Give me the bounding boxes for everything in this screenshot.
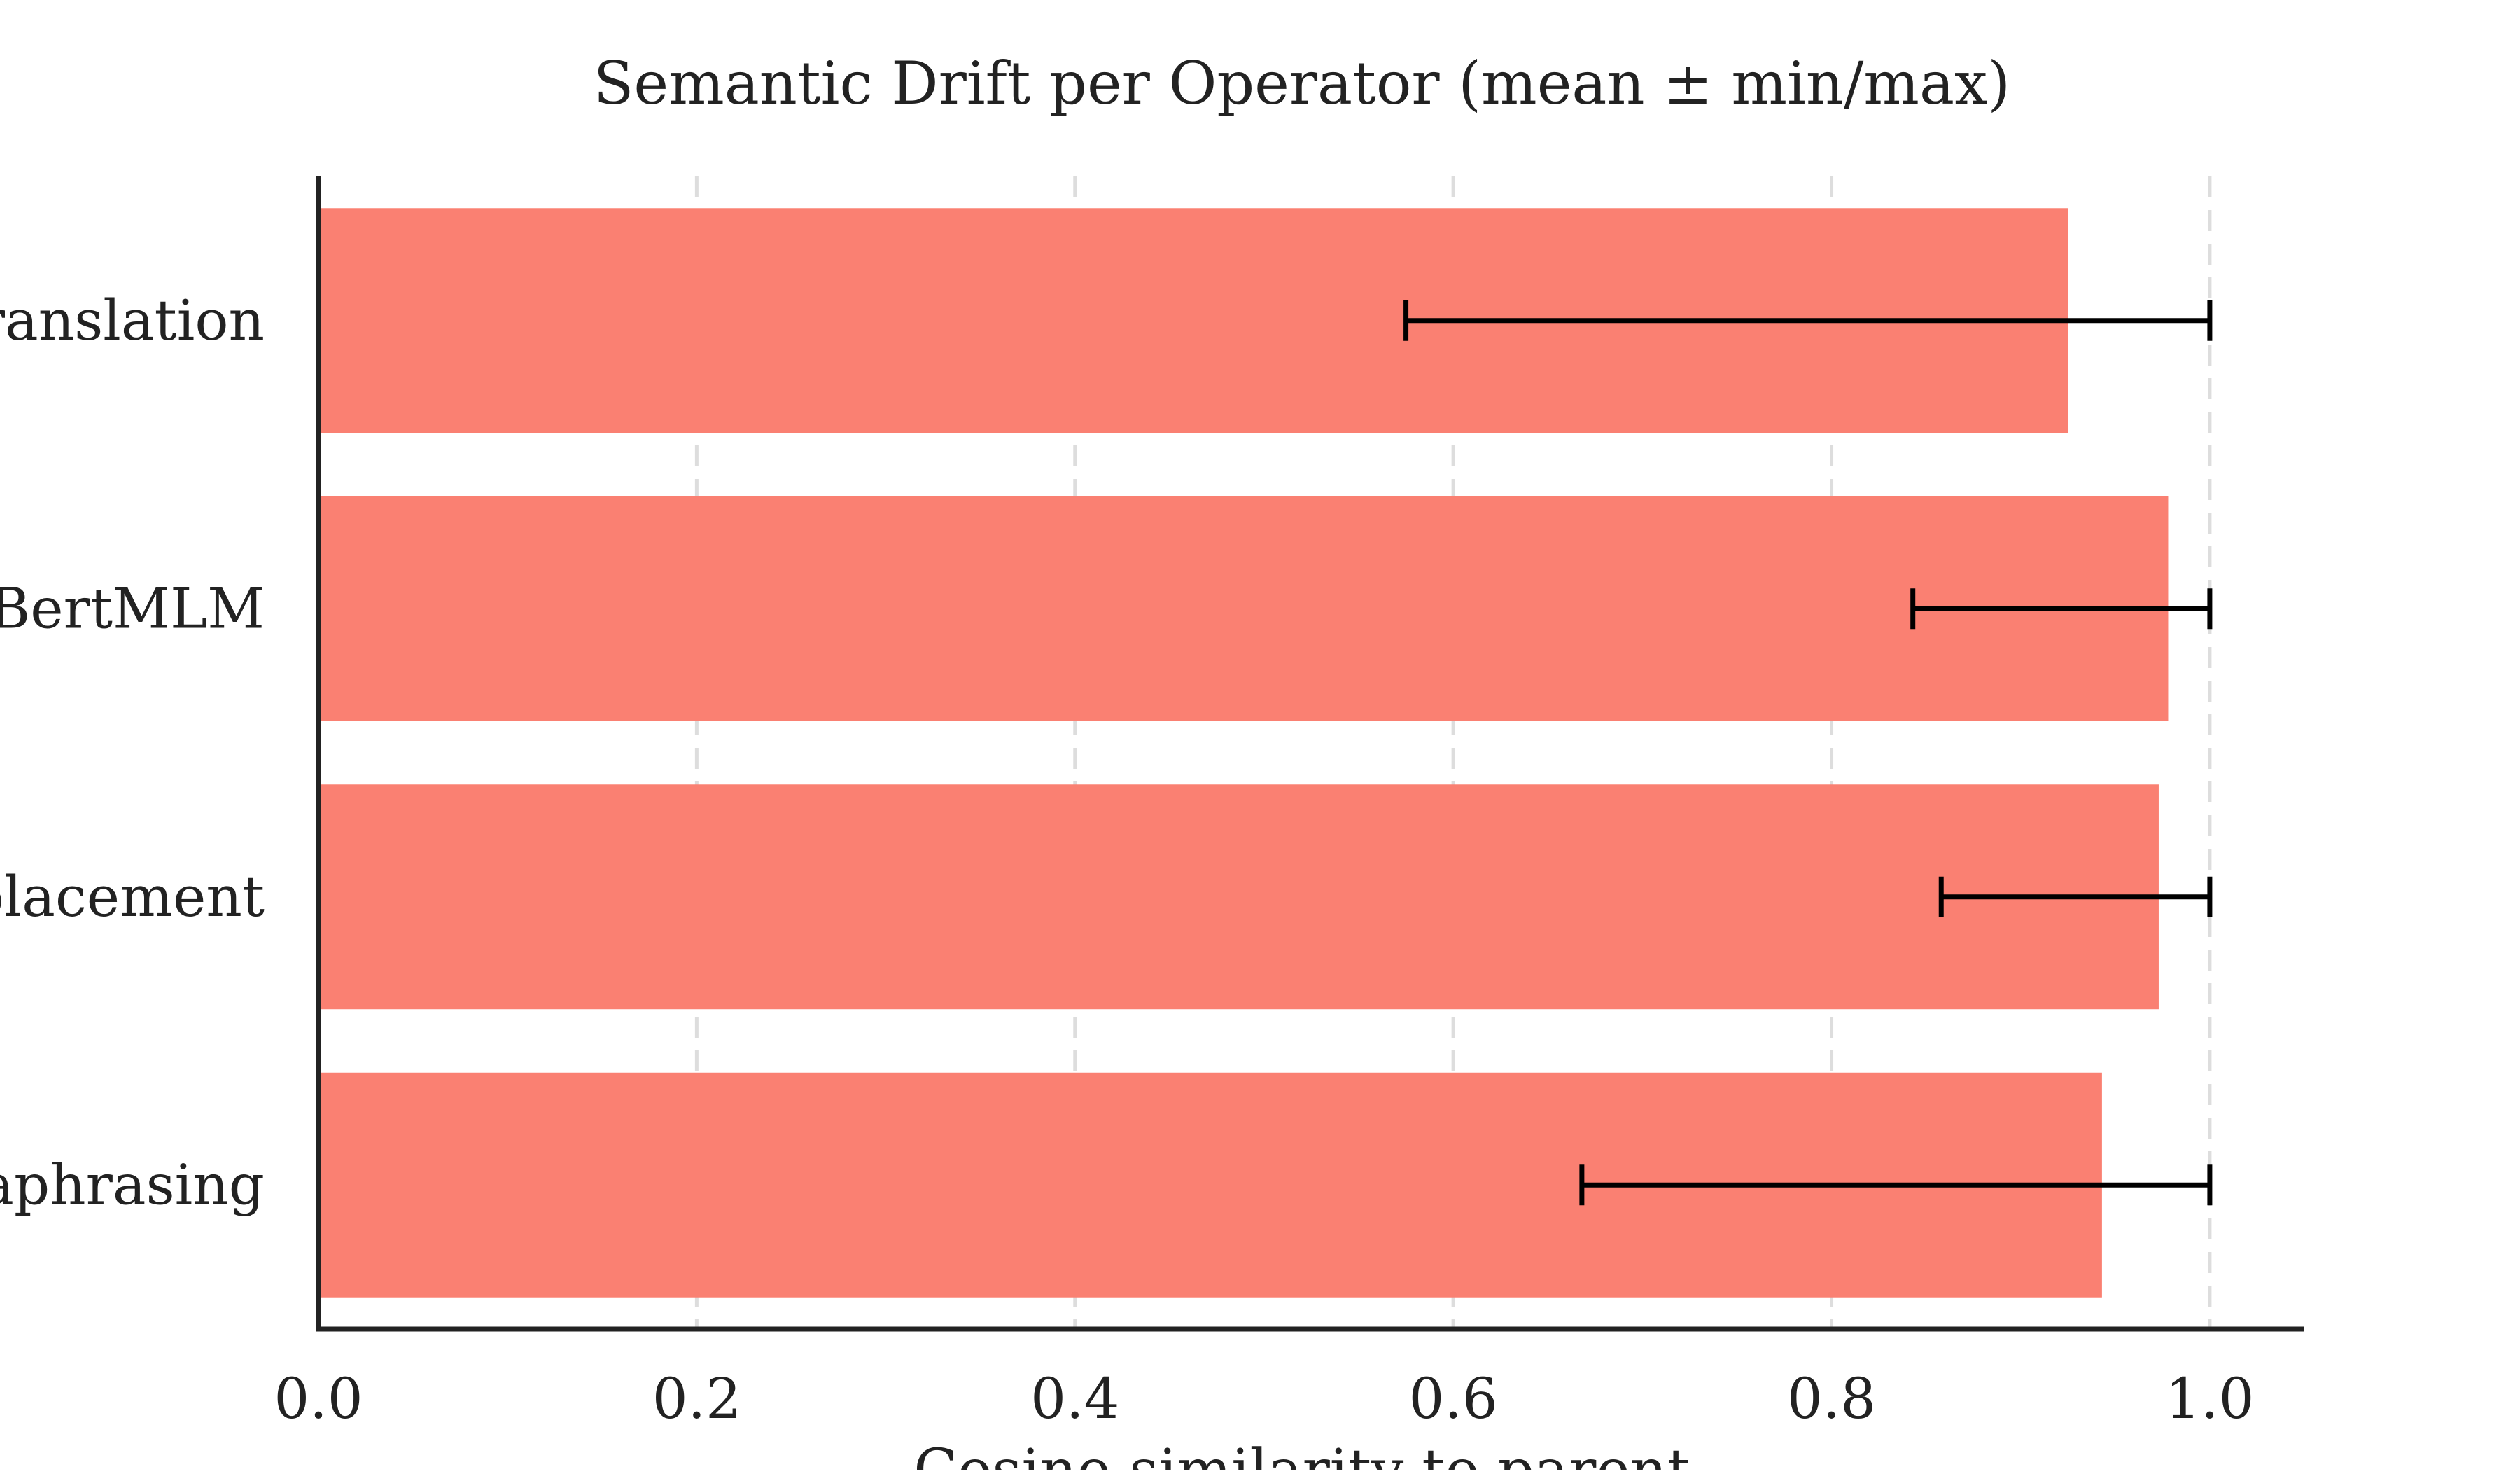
x-axis-label: Cosine similarity to parent	[913, 1438, 1690, 1470]
category-label: ranslation	[0, 288, 265, 353]
error-bars-layer	[1404, 300, 2213, 1206]
labels-layer: ranslation BertMLM placement aphrasing 0.0 0.…	[0, 288, 2255, 1431]
x-tick-label: 0.2	[652, 1366, 741, 1431]
bar	[318, 784, 2159, 1010]
bars-layer	[318, 208, 2169, 1298]
category-label: aphrasing	[0, 1152, 265, 1217]
axes-layer	[316, 176, 2304, 1332]
x-tick-label: 0.0	[274, 1366, 363, 1431]
category-label: placement	[0, 864, 265, 929]
x-tick-label: 0.4	[1030, 1366, 1119, 1431]
category-label: BertMLM	[0, 576, 265, 641]
x-tick-label: 0.8	[1787, 1366, 1876, 1431]
x-tick-label: 0.6	[1409, 1366, 1498, 1431]
chart-title: Semantic Drift per Operator (mean ± min/…	[594, 49, 2010, 118]
x-tick-label: 1.0	[2165, 1366, 2254, 1431]
bar	[318, 496, 2169, 721]
